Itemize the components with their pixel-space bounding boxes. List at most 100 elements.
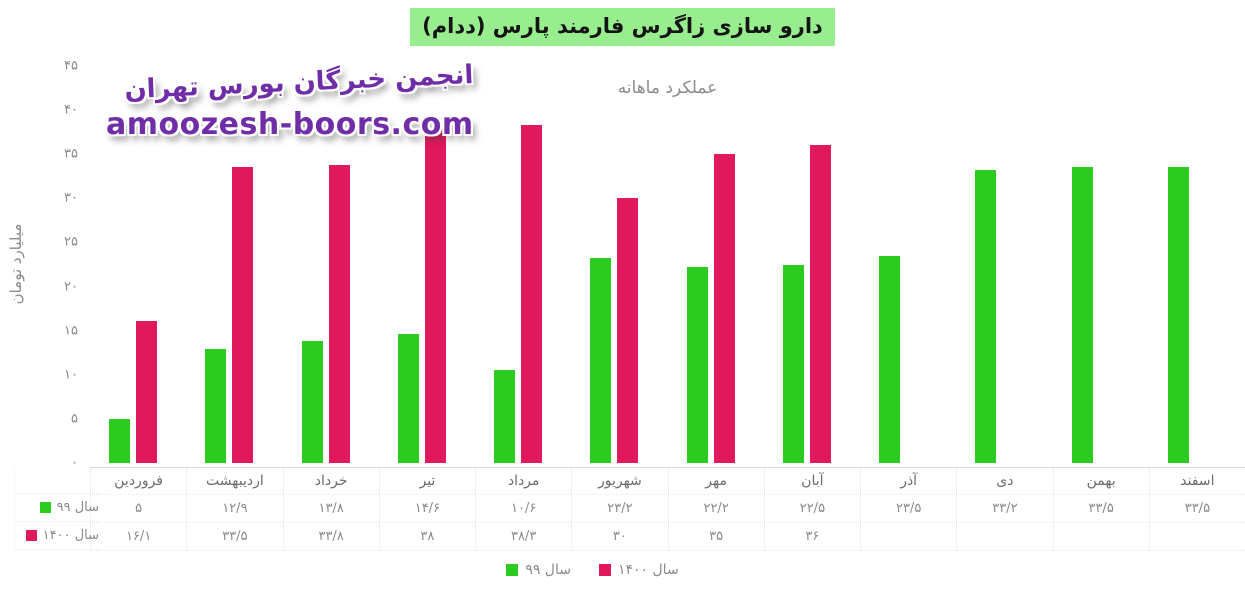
y-axis-title: میلیارد تومان (7, 223, 25, 305)
page-title: دارو سازی زاگرس فارمند پارس (ددام) (410, 8, 835, 47)
month-label: اردیبهشت (186, 468, 282, 494)
series-1400-label: سال ۱۴۰۰ (42, 528, 99, 543)
bar-pair (494, 66, 543, 463)
bar-year1400 (328, 164, 350, 463)
bar-pair (301, 66, 350, 463)
bar-year1400 (809, 145, 831, 463)
y-tick-label: ۳۵ (64, 146, 78, 162)
value-99: ۳۳/۵ (1052, 495, 1149, 522)
month-label: شهریور (571, 468, 667, 494)
value-1400: ۳۳/۸ (282, 523, 379, 550)
bar-year99 (975, 170, 997, 463)
bar-year1400 (136, 320, 158, 463)
bar-pair (686, 66, 735, 463)
bar-pair (109, 66, 158, 463)
value-1400: ۳۶ (763, 523, 860, 550)
value-1400: ۳۵ (667, 523, 764, 550)
legend-item-99: سال ۹۹ (506, 562, 571, 578)
legend-label-99: سال ۹۹ (525, 562, 571, 578)
month-label: اسفند (1148, 468, 1245, 494)
month-column (764, 66, 860, 463)
bar-year99 (205, 349, 227, 463)
month-label: آذر (860, 468, 956, 494)
row-label-spacer (15, 467, 101, 494)
bar-pair (975, 66, 1023, 463)
y-tick-label: ۴۵ (64, 58, 78, 74)
legend: سال ۹۹ سال ۱۴۰۰ (0, 562, 1215, 578)
bar-pair (590, 66, 639, 463)
bar-year99 (109, 418, 131, 463)
month-labels-row: فروردین اردیبهشت خرداد تیر مرداد شهریور مهر آبا… (90, 468, 1245, 495)
month-column (1149, 66, 1245, 463)
value-99: ۱۰/۶ (475, 495, 571, 522)
bar-year99 (686, 267, 708, 463)
plot-area (90, 66, 1245, 463)
data-table: فروردین اردیبهشت خرداد تیر مرداد شهریور مهر آبا… (90, 467, 1245, 551)
value-1400 (956, 523, 1052, 550)
bar-pair (1167, 66, 1216, 463)
value-1400: ۳۸ (378, 523, 475, 550)
bar-year1400 (232, 167, 254, 463)
month-label: تیر (378, 468, 475, 494)
value-99: ۲۳/۲ (571, 495, 667, 522)
month-label: فروردین (90, 468, 186, 494)
month-label: دی (956, 468, 1052, 494)
bar-pair (205, 66, 254, 463)
bar-year1400 (521, 125, 543, 463)
bar-year1400 (424, 127, 446, 463)
month-column (186, 66, 282, 463)
month-column (475, 66, 571, 463)
value-1400: ۳۰ (571, 523, 667, 550)
value-99: ۳۳/۲ (956, 495, 1052, 522)
month-column (956, 66, 1052, 463)
y-axis-ticks: ۴۵ ۴۰ ۳۵ ۳۰ ۲۵ ۲۰ ۱۵ ۱۰ ۵ ۰ (30, 59, 78, 471)
month-column (860, 66, 956, 463)
legend-label-1400: سال ۱۴۰۰ (617, 562, 679, 578)
month-label: مهر (667, 468, 764, 494)
value-1400 (1052, 523, 1149, 550)
row-label-99: سال ۹۹ (15, 494, 101, 522)
value-99: ۲۲/۲ (667, 495, 764, 522)
month-column (90, 66, 186, 463)
bar-pair (782, 66, 831, 463)
month-label: مرداد (475, 468, 571, 494)
month-column (571, 66, 667, 463)
value-99: ۲۳/۵ (860, 495, 956, 522)
month-label: آبان (763, 468, 860, 494)
series-1400-swatch-icon (25, 530, 37, 541)
y-tick-label: ۲۰ (64, 279, 78, 295)
value-1400: ۱۶/۱ (90, 523, 186, 550)
legend-swatch-1400-icon (598, 564, 611, 576)
bar-year99 (301, 341, 323, 463)
value-1400: ۳۸/۳ (475, 523, 571, 550)
legend-swatch-99-icon (506, 564, 519, 576)
y-tick-label: ۲۵ (64, 234, 78, 250)
series-99-swatch-icon (39, 502, 51, 513)
y-tick-label: ۰ (71, 455, 78, 471)
chart-subtitle: عملکرد ماهانه (617, 78, 718, 98)
month-column (1053, 66, 1149, 463)
value-99: ۱۲/۹ (186, 495, 282, 522)
legend-item-1400: سال ۱۴۰۰ (598, 562, 679, 578)
y-tick-label: ۱۰ (64, 367, 78, 383)
bar-year99 (494, 369, 516, 463)
y-tick-label: ۳۰ (64, 190, 78, 206)
row-label-1400: سال ۱۴۰۰ (15, 522, 101, 550)
y-tick-label: ۱۵ (64, 323, 78, 339)
bar-year99 (1167, 167, 1189, 463)
bar-pair (397, 66, 446, 463)
value-1400: ۳۳/۵ (186, 523, 282, 550)
value-99: ۲۲/۵ (763, 495, 860, 522)
month-label: بهمن (1052, 468, 1149, 494)
bar-pair (1071, 66, 1120, 463)
bar-year99 (590, 258, 612, 463)
value-99: ۵ (90, 495, 186, 522)
bar-year99 (879, 255, 901, 463)
value-1400 (860, 523, 956, 550)
series-99-label: سال ۹۹ (56, 500, 99, 515)
bar-pair (879, 66, 927, 463)
bar-year1400 (617, 198, 639, 463)
bar-year99 (1071, 167, 1093, 463)
bar-year1400 (713, 154, 735, 463)
